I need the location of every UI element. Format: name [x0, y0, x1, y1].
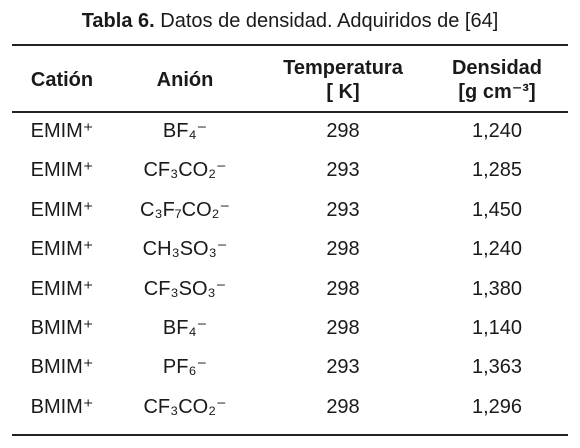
header-line: Temperatura [283, 57, 403, 79]
header-line: Densidad [451, 57, 543, 79]
header-cell: Catión [31, 68, 93, 92]
bottom-rule [12, 434, 568, 436]
table-cell: 1,296 [471, 395, 523, 418]
table-cell: 298 [326, 277, 360, 300]
table-cell: BMIM⁺ [30, 356, 94, 379]
table-cell: CF₃CO₂⁻ [143, 395, 227, 418]
table-cell: EMIM⁺ [30, 159, 94, 182]
header-cell: Densidad [g cm⁻³] [452, 56, 542, 104]
table-cell: BMIM⁺ [30, 395, 94, 418]
table-cell: 1,380 [471, 277, 523, 300]
header-line: [g cm⁻³] [458, 81, 536, 103]
header-cell: Anión [157, 68, 214, 92]
table-cell: CH₃SO₃⁻ [142, 238, 228, 261]
table-cell: 1,140 [471, 317, 523, 339]
table-cell: 293 [326, 356, 360, 379]
table-cell: EMIM⁺ [30, 238, 94, 261]
table-cell: CF₃SO₃⁻ [143, 277, 227, 300]
table-cell: CF₃CO₂⁻ [143, 159, 227, 182]
table-cell: 1,450 [471, 198, 523, 221]
caption-text: Datos de densidad. Adquiridos de [64] [160, 10, 499, 32]
table-cell: 298 [326, 395, 360, 418]
caption-label: Tabla 6. [81, 10, 155, 32]
table-cell: 1,240 [471, 238, 523, 261]
table-cell: 1,240 [471, 120, 523, 142]
table-cell: EMIM⁺ [30, 120, 94, 142]
table-cell: BMIM⁺ [30, 317, 94, 339]
table-cell: 1,363 [471, 356, 523, 379]
table-cell: PF₆⁻ [162, 356, 208, 379]
table-cell: 293 [326, 198, 360, 221]
table-cell: EMIM⁺ [30, 277, 94, 300]
header-line: Catión [30, 69, 94, 91]
table-cell: BF₄⁻ [162, 120, 208, 142]
header-line: [ K] [326, 81, 360, 103]
top-rule [12, 44, 568, 46]
table-cell: BF₄⁻ [162, 317, 208, 339]
caption: Tabla 6. Datos de densidad. Adquiridos d… [0, 10, 580, 33]
header-line: Anión [156, 69, 214, 91]
table-cell: 1,285 [471, 159, 523, 182]
table-cell: 293 [326, 159, 360, 182]
table-cell: 298 [326, 120, 360, 142]
table-cell: EMIM⁺ [30, 198, 94, 221]
header-rule [12, 111, 568, 113]
table-cell: 298 [326, 238, 360, 261]
header-cell: Temperatura[ K] [283, 56, 403, 104]
table-cell: 298 [326, 317, 360, 339]
table-cell: C₃F₇CO₂⁻ [140, 198, 230, 221]
